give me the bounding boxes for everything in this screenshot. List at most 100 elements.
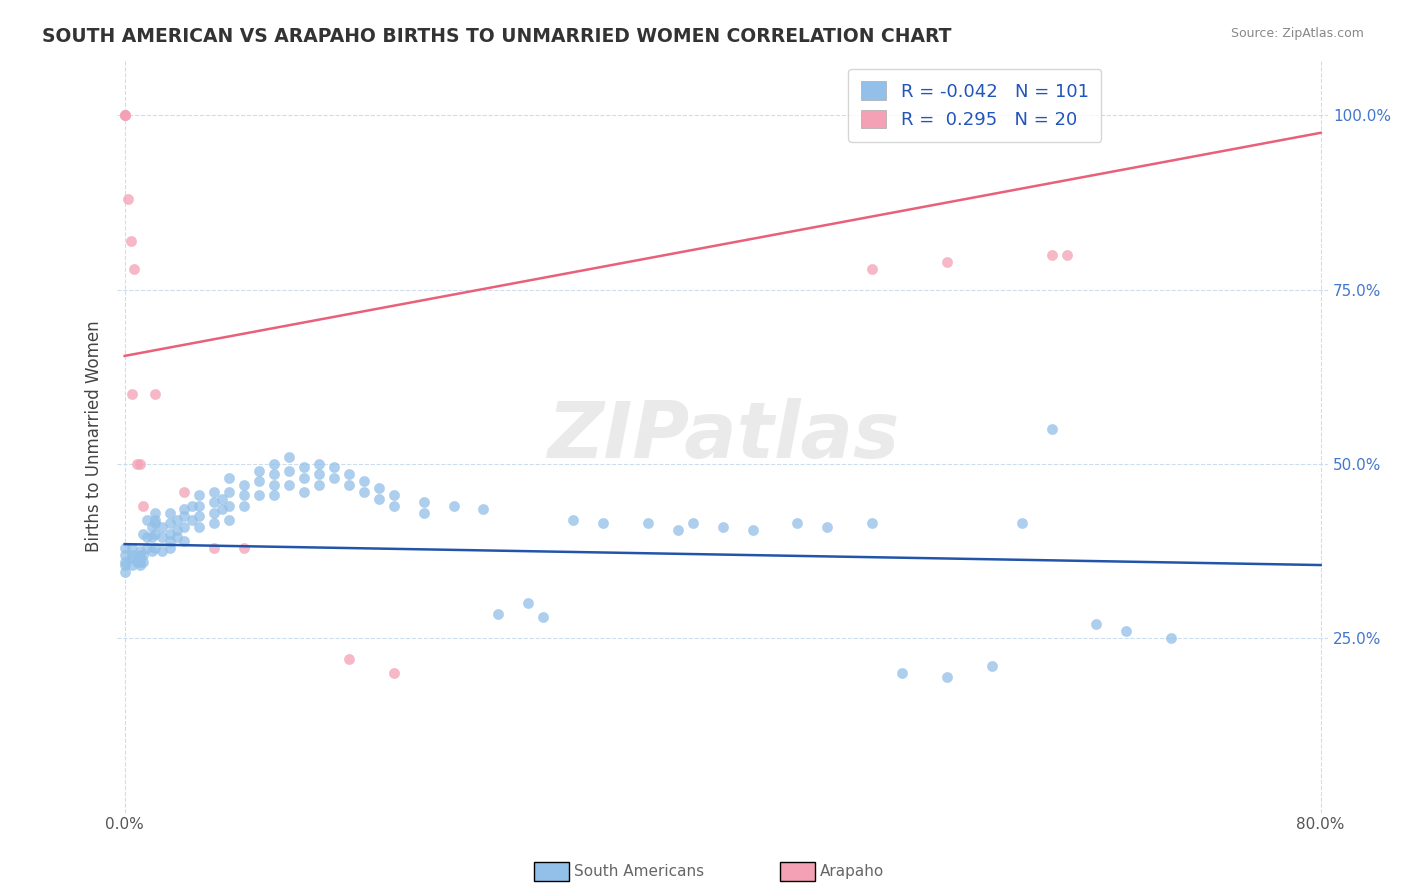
Point <box>337 467 360 482</box>
Point <box>353 475 375 489</box>
Point <box>181 513 204 527</box>
Point <box>141 530 163 544</box>
Point <box>741 523 763 537</box>
Point <box>218 471 240 485</box>
Point <box>143 506 166 520</box>
Point <box>860 516 883 531</box>
Point <box>173 484 195 499</box>
Point <box>159 506 181 520</box>
Point <box>935 254 957 268</box>
Point <box>141 544 163 558</box>
Point <box>202 516 225 531</box>
Point <box>188 488 211 502</box>
Point <box>263 467 285 482</box>
Point <box>443 499 465 513</box>
Point <box>278 450 301 464</box>
Point <box>278 478 301 492</box>
Text: SOUTH AMERICAN VS ARAPAHO BIRTHS TO UNMARRIED WOMEN CORRELATION CHART: SOUTH AMERICAN VS ARAPAHO BIRTHS TO UNMA… <box>42 27 952 45</box>
Point <box>308 467 330 482</box>
Point <box>121 541 143 555</box>
Point <box>292 484 315 499</box>
Point <box>114 108 136 122</box>
Point <box>308 478 330 492</box>
Point <box>188 519 211 533</box>
Point <box>211 491 233 506</box>
Point <box>128 551 150 566</box>
Point <box>128 544 150 558</box>
Point <box>136 530 159 544</box>
Point <box>263 488 285 502</box>
Point <box>412 506 434 520</box>
Point <box>412 495 434 509</box>
Point <box>166 530 188 544</box>
Point <box>125 555 148 569</box>
Point <box>367 481 389 495</box>
Point <box>136 541 159 555</box>
Point <box>202 506 225 520</box>
Point <box>682 516 704 531</box>
Point <box>531 610 554 624</box>
Point <box>202 541 225 555</box>
Point <box>1040 248 1063 262</box>
Point <box>128 457 150 471</box>
Y-axis label: Births to Unmarried Women: Births to Unmarried Women <box>86 320 103 552</box>
Point <box>263 457 285 471</box>
Point <box>128 558 150 572</box>
Point <box>666 523 689 537</box>
Point <box>382 666 405 681</box>
Point <box>592 516 614 531</box>
Text: Arapaho: Arapaho <box>820 864 884 879</box>
Point <box>159 526 181 541</box>
Point <box>1040 422 1063 436</box>
Point <box>247 488 270 502</box>
Point <box>120 234 142 248</box>
Point <box>143 526 166 541</box>
Point <box>173 509 195 524</box>
Point <box>247 475 270 489</box>
Point <box>114 548 136 562</box>
Point <box>114 565 136 579</box>
Point <box>121 551 143 566</box>
Point <box>159 516 181 531</box>
Point <box>166 513 188 527</box>
Point <box>121 558 143 572</box>
Point <box>323 460 346 475</box>
Point <box>211 502 233 516</box>
Point <box>218 499 240 513</box>
Point <box>711 519 734 533</box>
Point <box>247 464 270 478</box>
Point <box>935 670 957 684</box>
Point <box>980 659 1002 673</box>
Point <box>353 484 375 499</box>
Point <box>114 541 136 555</box>
Point <box>1160 632 1182 646</box>
Legend: R = -0.042   N = 101, R =  0.295   N = 20: R = -0.042 N = 101, R = 0.295 N = 20 <box>848 69 1101 142</box>
Point <box>486 607 509 621</box>
Point <box>1056 248 1078 262</box>
Point <box>337 478 360 492</box>
Point <box>143 387 166 401</box>
Point <box>218 484 240 499</box>
Point <box>131 499 153 513</box>
Point <box>122 261 145 276</box>
Point <box>233 478 256 492</box>
Point <box>1011 516 1033 531</box>
Point <box>114 108 136 122</box>
Point <box>114 555 136 569</box>
Point <box>517 596 540 610</box>
Point <box>143 541 166 555</box>
Point <box>150 530 173 544</box>
Point <box>188 499 211 513</box>
Point <box>173 502 195 516</box>
Point <box>202 484 225 499</box>
Point <box>121 387 143 401</box>
Point <box>562 513 585 527</box>
Point <box>173 533 195 548</box>
Point <box>1085 617 1108 632</box>
Point <box>181 499 204 513</box>
Point <box>1115 624 1137 639</box>
Point <box>337 652 360 666</box>
Point <box>143 513 166 527</box>
Point <box>292 471 315 485</box>
Point <box>117 192 139 206</box>
